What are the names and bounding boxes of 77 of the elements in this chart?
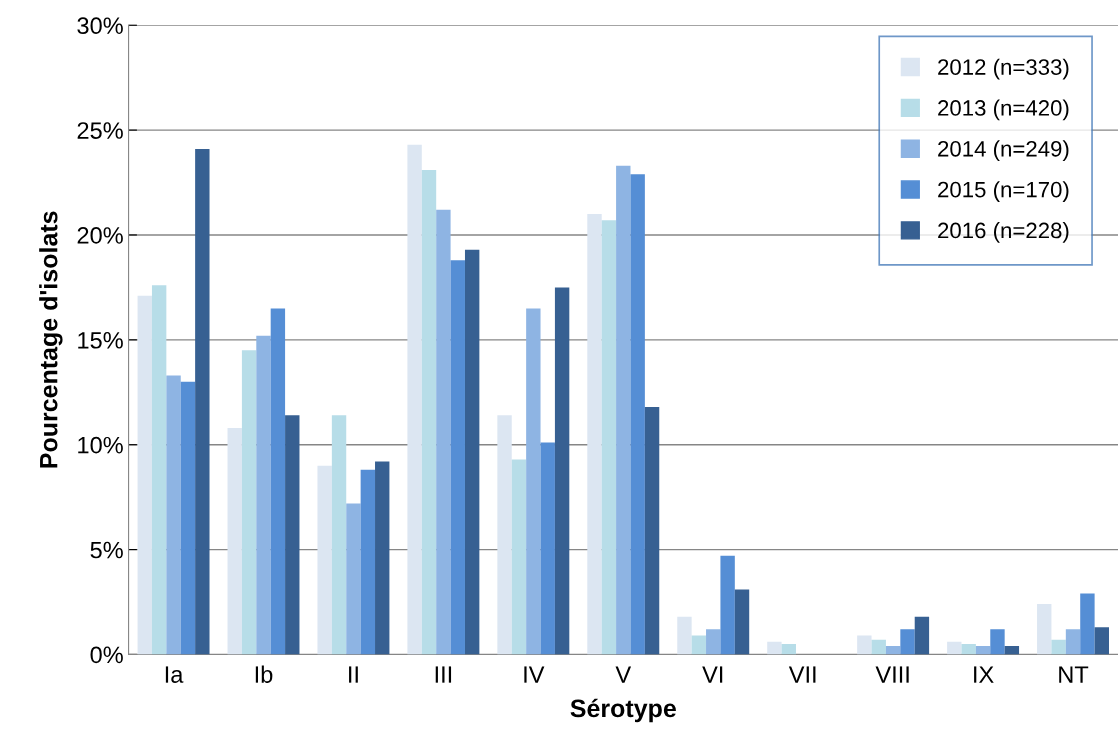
bar	[166, 375, 181, 655]
bar	[644, 406, 660, 655]
y-tick-label: 5%	[90, 541, 123, 559]
bar	[1004, 646, 1020, 655]
bar	[947, 641, 962, 655]
bar	[421, 169, 437, 655]
bar	[587, 213, 602, 655]
bar	[195, 148, 210, 655]
bar	[1080, 593, 1095, 655]
bar	[900, 629, 915, 655]
bar	[450, 260, 465, 655]
bar	[630, 174, 645, 655]
x-tick-label: Ia	[165, 666, 184, 683]
bar	[151, 285, 167, 655]
bar	[511, 459, 527, 655]
bar	[360, 469, 376, 655]
bar	[601, 220, 617, 655]
bar	[706, 629, 721, 655]
x-tick-label: NT	[1059, 666, 1089, 683]
bar	[885, 646, 901, 655]
x-tick-label: VIII	[875, 666, 909, 683]
bar	[691, 635, 707, 655]
bar	[1065, 629, 1081, 655]
x-axis-title: Sérotype	[570, 698, 676, 723]
x-tick-label: VII	[788, 666, 816, 683]
bar	[677, 616, 692, 655]
legend-label: 2015 (n=170)	[938, 181, 1069, 202]
x-tick-label: VI	[702, 666, 723, 683]
legend-label: 2016 (n=228)	[938, 222, 1069, 243]
bar	[317, 465, 332, 655]
y-tick-label: 0%	[90, 646, 123, 664]
bar	[241, 350, 257, 655]
bar	[554, 287, 570, 655]
bar	[1051, 639, 1066, 655]
bar	[975, 646, 991, 655]
x-tick-label: II	[349, 666, 358, 683]
x-tick-label: III	[435, 666, 452, 683]
bar	[767, 641, 782, 655]
bar	[464, 249, 480, 655]
bar	[857, 635, 872, 655]
bar	[990, 629, 1005, 655]
y-tick-label: 20%	[77, 227, 123, 244]
x-tick-label: Ib	[255, 665, 273, 683]
bar	[436, 209, 451, 655]
bar	[375, 461, 390, 655]
x-tick-label: V	[615, 666, 632, 683]
bar	[137, 295, 152, 655]
x-tick-label: IX	[974, 666, 994, 683]
bar	[961, 643, 976, 655]
bar	[720, 555, 735, 655]
bar	[526, 308, 541, 655]
bar	[497, 415, 512, 655]
bar	[285, 415, 300, 655]
legend-label: 2012 (n=333)	[938, 58, 1069, 80]
y-tick-label: 25%	[77, 122, 123, 139]
bar	[734, 589, 750, 655]
legend-label: 2014 (n=249)	[938, 140, 1069, 162]
bar	[540, 442, 555, 655]
legend-label: 2013 (n=420)	[938, 99, 1069, 121]
bar	[1094, 627, 1110, 655]
y-axis-title: Pourcentage d'isolats	[39, 211, 63, 468]
bar	[407, 144, 422, 655]
y-tick-label: 15%	[78, 332, 123, 349]
y-tick-label: 10%	[78, 436, 123, 454]
bar	[871, 639, 886, 655]
bar	[616, 165, 631, 655]
bar	[331, 415, 347, 655]
x-tick-label: IV	[524, 666, 545, 683]
bar	[227, 427, 242, 655]
bar	[1037, 604, 1052, 655]
bar	[270, 308, 286, 655]
bar	[781, 643, 796, 655]
y-tick-label: 30%	[77, 17, 123, 35]
bar	[256, 335, 271, 655]
bar	[914, 616, 930, 655]
bar	[180, 381, 196, 655]
bar	[346, 503, 361, 655]
